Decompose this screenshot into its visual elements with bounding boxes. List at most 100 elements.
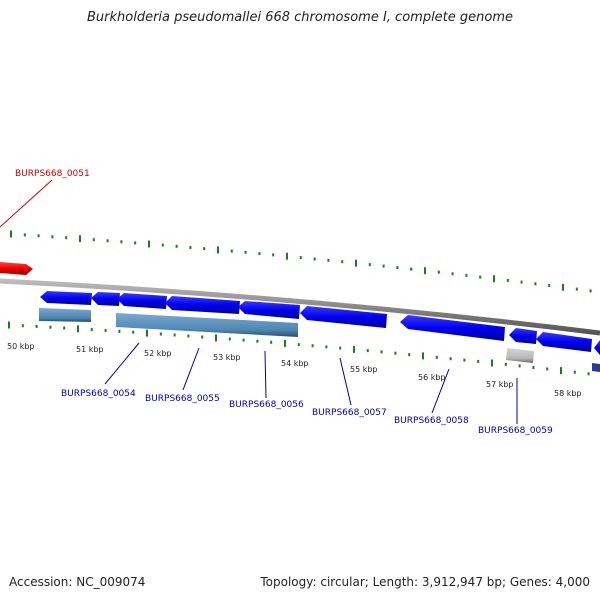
ruler-label: 51 kbp <box>76 345 104 354</box>
minor-tick <box>118 329 121 333</box>
minor-tick <box>256 339 259 343</box>
ruler-ticks-top <box>10 230 592 293</box>
minor-tick <box>463 358 466 362</box>
minor-tick <box>534 282 537 286</box>
major-tick <box>217 246 219 254</box>
gene-labels: BURPS668_0051 BURPS668_0054 BURPS668_005… <box>15 169 553 436</box>
minor-tick <box>201 335 204 339</box>
minor-tick <box>341 260 344 264</box>
genome-summary-text: Topology: circular; Length: 3,912,947 bp… <box>260 575 590 589</box>
minor-tick <box>258 252 261 256</box>
gene-arrow[interactable] <box>509 328 537 344</box>
rna-bar[interactable] <box>39 308 91 322</box>
major-tick <box>422 352 424 360</box>
minor-tick <box>37 234 40 238</box>
leader-line <box>431 368 450 414</box>
gene-label-burps668-0056[interactable]: BURPS668_0056 <box>229 400 304 410</box>
major-tick <box>77 325 79 333</box>
minor-tick <box>382 264 385 268</box>
major-tick <box>560 367 562 375</box>
minor-tick <box>410 267 413 271</box>
gene-arrow[interactable] <box>300 306 387 328</box>
major-tick <box>493 275 495 283</box>
minor-tick <box>175 244 178 248</box>
major-tick <box>355 259 357 267</box>
ruler-labels: 50 kbp 51 kbp 52 kbp 53 kbp 54 kbp 55 kb… <box>7 342 582 398</box>
major-tick <box>148 240 150 248</box>
gene-label-burps668-0051[interactable]: BURPS668_0051 <box>15 169 90 179</box>
minor-tick <box>477 360 480 363</box>
gene-arrow[interactable] <box>165 296 240 314</box>
gene-arrow-burps668-0051[interactable] <box>0 262 33 275</box>
major-tick <box>424 267 426 275</box>
ruler-label: 50 kbp <box>7 342 35 351</box>
minor-tick <box>368 263 371 267</box>
gene-arrow[interactable] <box>238 301 300 319</box>
major-tick <box>491 359 493 367</box>
accession-text: Accession: NC_009074 <box>9 575 146 589</box>
minor-tick <box>451 272 454 276</box>
minor-tick <box>325 345 328 349</box>
leader-line <box>182 347 200 391</box>
reverse-strand-genes <box>40 291 600 355</box>
gene-arrow[interactable] <box>400 315 505 341</box>
gene-arrow[interactable] <box>91 292 120 306</box>
minor-tick <box>520 280 523 284</box>
minor-tick <box>546 367 549 371</box>
rna-bar[interactable] <box>116 313 298 337</box>
minor-tick <box>573 370 576 374</box>
minor-tick <box>49 325 52 329</box>
gene-arrow[interactable] <box>536 332 592 352</box>
minor-tick <box>465 273 468 277</box>
gene-marker[interactable] <box>592 363 600 372</box>
minor-tick <box>242 338 245 342</box>
major-tick <box>215 334 217 342</box>
minor-tick <box>479 275 482 279</box>
gene-arrow[interactable] <box>594 340 600 355</box>
ruler-label: 54 kbp <box>281 359 309 368</box>
minor-tick <box>589 289 592 293</box>
gene-label-burps668-0059[interactable]: BURPS668_0059 <box>478 426 553 436</box>
major-tick <box>284 339 286 347</box>
minor-tick <box>21 324 24 328</box>
minor-tick <box>313 257 316 261</box>
gene-arrow[interactable] <box>40 291 92 305</box>
label-leaders <box>0 179 518 424</box>
minor-tick <box>272 253 275 257</box>
minor-tick <box>187 334 190 338</box>
leader-line <box>339 357 352 406</box>
gene-label-burps668-0057[interactable]: BURPS668_0057 <box>312 408 387 418</box>
gene-label-burps668-0055[interactable]: BURPS668_0055 <box>145 394 220 404</box>
minor-tick <box>65 236 68 240</box>
minor-tick <box>297 343 300 347</box>
ruler-label: 58 kbp <box>554 389 582 398</box>
minor-tick <box>587 372 590 376</box>
minor-tick <box>173 333 176 337</box>
minor-tick <box>106 239 109 243</box>
chromosome-backbone <box>0 278 600 336</box>
gene-arrow[interactable] <box>117 293 167 309</box>
minor-tick <box>120 240 123 244</box>
minor-tick <box>104 328 107 332</box>
minor-tick <box>532 366 535 369</box>
minor-tick <box>228 337 231 341</box>
pseudo-bar[interactable] <box>506 348 534 363</box>
gene-label-burps668-0058[interactable]: BURPS668_0058 <box>394 416 469 426</box>
ruler-label: 53 kbp <box>213 353 241 362</box>
minor-tick <box>161 243 164 247</box>
gene-label-burps668-0054[interactable]: BURPS668_0054 <box>61 389 136 399</box>
ruler-label: 52 kbp <box>144 349 172 358</box>
ruler-ticks-bottom <box>8 321 590 376</box>
major-tick <box>286 252 288 260</box>
ruler-label: 55 kbp <box>350 365 378 374</box>
minor-tick <box>159 332 162 336</box>
minor-tick <box>23 233 26 237</box>
major-tick <box>79 235 81 243</box>
minor-tick <box>575 287 578 291</box>
minor-tick <box>504 362 507 366</box>
minor-tick <box>518 364 521 368</box>
feature-bars <box>39 308 600 372</box>
minor-tick <box>396 266 399 270</box>
